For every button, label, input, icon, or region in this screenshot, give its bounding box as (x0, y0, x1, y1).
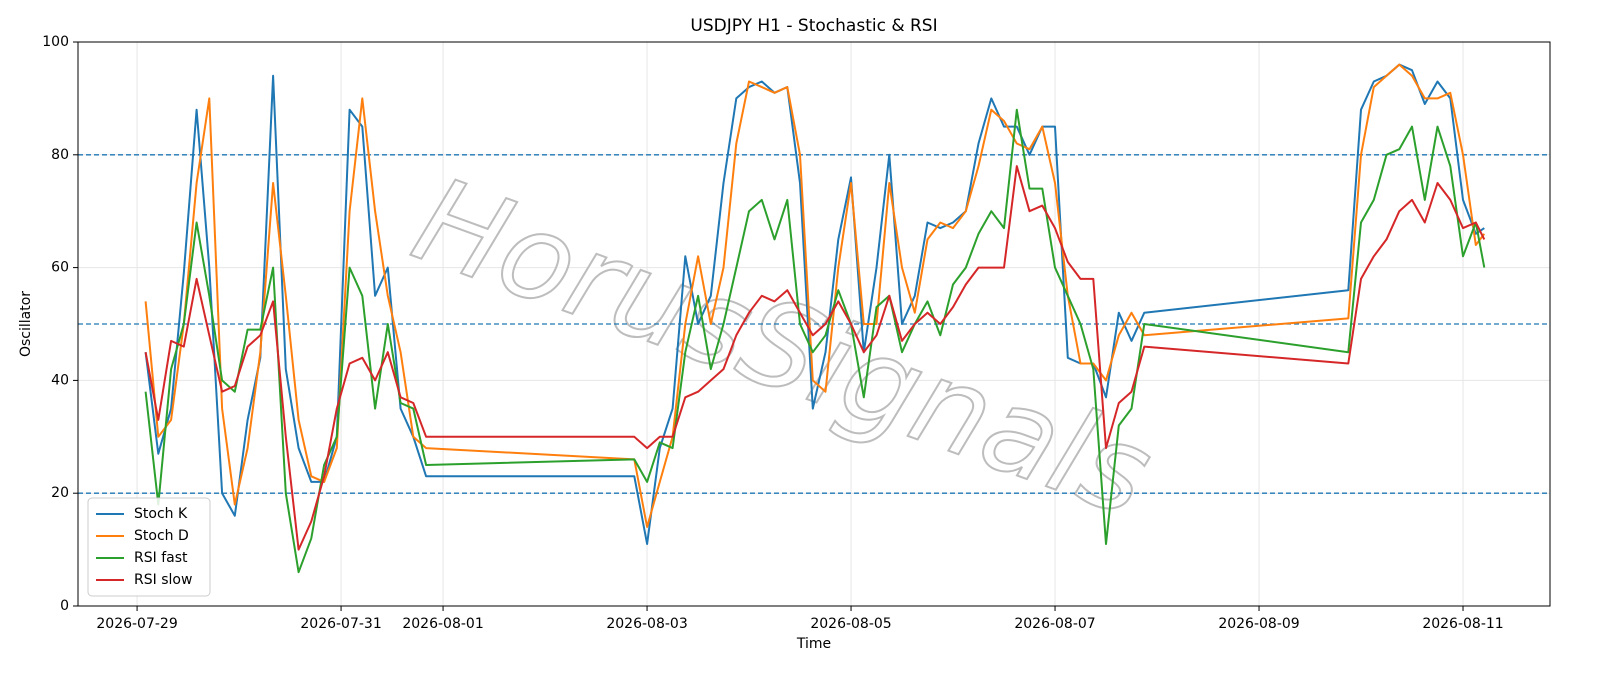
x-tick-label: 2026-08-07 (1014, 616, 1095, 632)
y-axis-label: Oscillator (18, 291, 34, 357)
legend-label: Stoch K (134, 506, 188, 522)
series-line (144, 165, 1486, 551)
chart-title: USDJPY H1 - Stochastic & RSI (690, 16, 937, 36)
y-tick-label: 80 (51, 147, 69, 163)
legend-box (87, 497, 211, 597)
x-axis-label: Time (796, 636, 831, 652)
y-tick-label: 40 (51, 372, 69, 388)
legend-label: RSI slow (134, 572, 192, 588)
series-line (144, 63, 1486, 528)
x-tick-label: 2026-07-29 (96, 616, 177, 632)
x-tick-label: 2026-08-01 (402, 616, 483, 632)
legend-label: Stoch D (134, 528, 189, 544)
x-tick-label: 2026-08-03 (606, 616, 687, 632)
y-tick-label: 20 (51, 485, 69, 501)
series-line (144, 63, 1485, 545)
legend-label: RSI fast (134, 550, 188, 566)
x-tick-label: 2026-08-09 (1218, 616, 1299, 632)
x-tick-label: 2026-08-05 (810, 616, 891, 632)
y-tick-label: 60 (51, 260, 69, 276)
y-tick-label: 100 (42, 34, 69, 50)
plot-frame (77, 41, 1551, 607)
x-tick-label: 2026-08-11 (1422, 616, 1503, 632)
y-tick-label: 0 (60, 598, 69, 614)
x-tick-label: 2026-07-31 (300, 616, 381, 632)
watermark: HorusSignals (398, 150, 1168, 543)
